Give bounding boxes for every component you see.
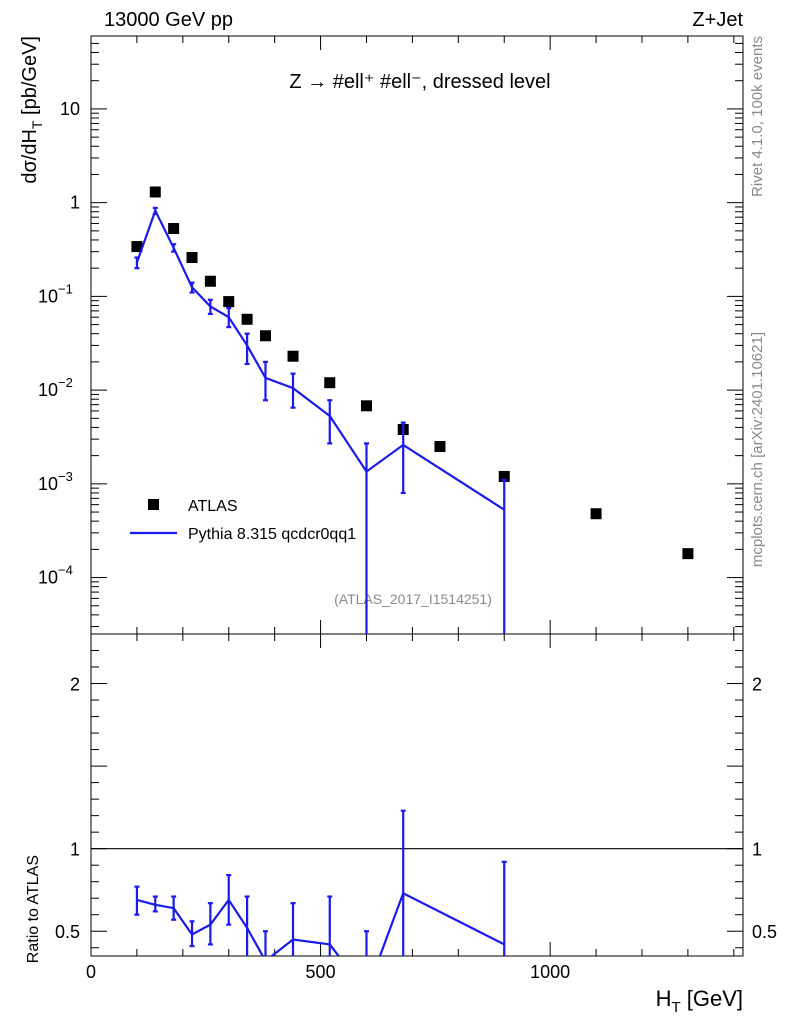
x-title-tail: [GeV] (681, 986, 743, 1011)
x-title-head: H (656, 986, 672, 1011)
atlas-data-point (590, 508, 602, 520)
atlas-data-point (186, 251, 198, 263)
side-label-top: Rivet 4.1.0, 100k events (749, 36, 766, 197)
atlas-data-point (241, 313, 253, 325)
main-y-axis-title: dσ/dHT [pb/GeV] (19, 36, 45, 184)
ratio-y-axis-title: Ratio to ATLAS (25, 855, 42, 963)
x-tick-label: 1000 (530, 962, 570, 982)
atlas-data-point (204, 275, 216, 287)
top-left-label: 13000 GeV pp (104, 9, 233, 31)
y-tick-label-base: 10 (38, 380, 58, 400)
y-tick-label-base: 10 (38, 474, 58, 494)
ratio-y-tick-label-right: 1 (752, 840, 762, 860)
top-right-label: Z+Jet (692, 9, 743, 31)
ratio-y-tick-label: 2 (70, 675, 80, 695)
x-tick-label: 0 (86, 962, 96, 982)
atlas-data-point (498, 470, 510, 482)
side-label-bottom: mcplots.cern.ch [arXiv:2401.10621] (749, 332, 766, 567)
x-tick-label: 500 (306, 962, 336, 982)
y-tick-label: 10−2 (38, 375, 73, 400)
y-tick-label: 10−4 (38, 563, 73, 588)
y-tick-label-exponent: −1 (58, 281, 73, 296)
y-tick-label-base: 10 (38, 286, 58, 306)
y-tick-label: 10−3 (38, 469, 73, 494)
plot-title: Z → #ell⁺ #ell⁻, dressed level (289, 71, 550, 93)
main-y-title-tail: [pb/GeV] (19, 36, 41, 121)
ratio-y-tick-label: 1 (70, 840, 80, 860)
y-tick-label: 10−1 (38, 281, 73, 306)
ratio-plot-frame (90, 633, 744, 957)
main-plot-content (131, 186, 694, 634)
x-axis-title: HT [GeV] (656, 986, 743, 1016)
atlas-data-point (131, 241, 143, 253)
main-plot-frame (90, 35, 744, 635)
y-tick-label-exponent: −4 (58, 563, 73, 578)
ratio-y-tick-label-right: 0.5 (752, 922, 777, 942)
legend-label-pythia: Pythia 8.315 qcdcr0qq1 (188, 526, 356, 543)
y-tick-label: 10 (60, 99, 80, 119)
ratio-plot-content (91, 809, 743, 956)
atlas-data-point (360, 400, 372, 412)
y-tick-label-base: 10 (38, 568, 58, 588)
legend-marker-atlas (148, 499, 159, 510)
atlas-data-point (682, 548, 694, 560)
legend: ATLAS Pythia 8.315 qcdcr0qq1 (130, 498, 356, 543)
axis-ticks (90, 35, 743, 956)
ratio-y-tick-label: 0.5 (55, 922, 80, 942)
atlas-data-point (287, 350, 299, 362)
x-title-sub: T (671, 999, 680, 1016)
atlas-data-point (434, 441, 446, 453)
atlas-data-point (168, 223, 180, 235)
ratio-y-tick-label-right: 2 (752, 675, 762, 695)
main-y-title-head: dσ/dH (19, 129, 41, 184)
y-tick-label-exponent: −3 (58, 469, 73, 484)
main-y-title-sub: T (29, 120, 45, 129)
atlas-data-point (324, 377, 336, 389)
y-tick-label-exponent: −2 (58, 375, 73, 390)
atlas-data-point (223, 296, 235, 308)
legend-label-atlas: ATLAS (188, 498, 238, 515)
analysis-label: (ATLAS_2017_I1514251) (334, 591, 492, 607)
atlas-data-point (259, 330, 271, 342)
y-tick-label: 1 (70, 193, 80, 213)
atlas-data-point (149, 186, 161, 198)
